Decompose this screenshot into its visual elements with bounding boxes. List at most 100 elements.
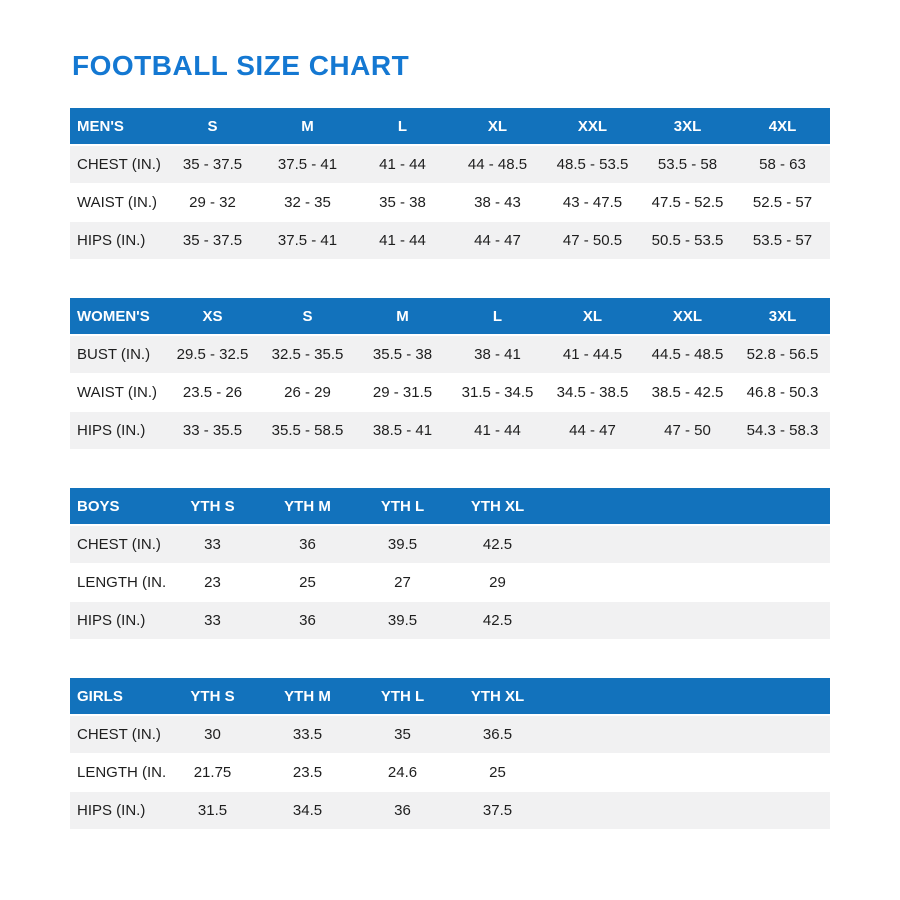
size-header-cell: 3XL (673, 117, 702, 135)
boys-size-table: BOYS YTH S YTH M YTH L YTH XL CHEST (IN.) 33 36… (70, 488, 830, 639)
size-value-cell: 34.5 (292, 802, 323, 819)
size-value-cell: 23 (204, 574, 221, 591)
girls-size-table: GIRLS YTH S YTH M YTH L YTH XL CHEST (IN.) 30 3… (70, 678, 830, 829)
size-value-cell: 31.5 - 34.5 (461, 384, 534, 401)
size-header-cell: YTH M (284, 687, 331, 705)
boys-header-row: BOYS YTH S YTH M YTH L YTH XL (70, 488, 830, 524)
size-value-cell: 35 (394, 726, 411, 743)
page-title: FOOTBALL SIZE CHART (72, 50, 410, 81)
table-row: CHEST (IN.) 30 33.5 35 36.5 (70, 716, 830, 753)
table-row: HIPS (IN.) 31.5 34.5 36 37.5 (70, 792, 830, 829)
size-value-cell: 47 - 50.5 (562, 232, 623, 249)
size-value-cell: 25 (489, 764, 506, 781)
size-header-cell: YTH XL (470, 687, 525, 705)
size-header-cell: YTH XL (470, 497, 525, 515)
table-row: HIPS (IN.) 33 36 39.5 42.5 (70, 602, 830, 639)
size-value-cell: 53.5 - 58 (657, 156, 718, 173)
size-header-cell: XXL (672, 307, 703, 325)
table-row: CHEST (IN.) 33 36 39.5 42.5 (70, 526, 830, 563)
size-header-cell: XS (202, 307, 223, 325)
size-value-cell: 39.5 (387, 612, 418, 629)
size-value-cell: 32 - 35 (284, 194, 331, 211)
size-value-cell: 23.5 (292, 764, 323, 781)
size-value-cell: 41 - 44 (379, 156, 426, 173)
size-value-cell: 23.5 - 26 (182, 384, 243, 401)
table-row: WAIST (IN.) 29 - 32 32 - 35 35 - 38 38 - 43 4… (70, 184, 830, 221)
size-value-cell: 44 - 48.5 (467, 156, 528, 173)
size-value-cell: 58 - 63 (759, 156, 806, 173)
row-label: WAIST (IN.) (77, 384, 157, 401)
size-value-cell: 35 - 37.5 (182, 232, 243, 249)
size-value-cell: 26 - 29 (284, 384, 331, 401)
size-value-cell: 29 - 31.5 (372, 384, 433, 401)
size-value-cell: 47.5 - 52.5 (651, 194, 724, 211)
table-row: HIPS (IN.) 33 - 35.5 35.5 - 58.5 38.5 - 41 4… (70, 412, 830, 449)
size-value-cell: 25 (299, 574, 316, 591)
size-value-cell: 38 - 43 (474, 194, 521, 211)
table-title-cell: GIRLS (77, 687, 123, 705)
row-label: BUST (IN.) (77, 346, 151, 363)
womens-size-table: WOMEN'S XS S M L XL XXL 3XL BUST (IN.) 29.5 - 32.… (70, 298, 830, 449)
table-row: LENGTH (IN.) 23 25 27 29 (70, 564, 830, 601)
size-value-cell: 39.5 (387, 536, 418, 553)
size-value-cell: 44 - 47 (474, 232, 521, 249)
size-header-cell: S (302, 307, 313, 325)
size-value-cell: 36 (394, 802, 411, 819)
size-value-cell: 38.5 - 41 (372, 422, 433, 439)
size-header-cell: YTH S (190, 687, 235, 705)
table-title-cell: WOMEN'S (77, 307, 150, 325)
size-value-cell: 42.5 (482, 612, 513, 629)
size-value-cell: 35.5 - 38 (372, 346, 433, 363)
size-header-cell: YTH M (284, 497, 331, 515)
row-label: HIPS (IN.) (77, 232, 146, 249)
row-label: LENGTH (IN.) (77, 574, 165, 591)
size-header-cell: M (301, 117, 314, 135)
size-value-cell: 32.5 - 35.5 (271, 346, 344, 363)
size-value-cell: 44 - 47 (569, 422, 616, 439)
row-label: CHEST (IN.) (77, 536, 161, 553)
size-value-cell: 52.5 - 57 (752, 194, 813, 211)
size-value-cell: 33 (204, 536, 221, 553)
row-label: CHEST (IN.) (77, 156, 161, 173)
row-label: LENGTH (IN.) (77, 764, 165, 781)
size-value-cell: 52.8 - 56.5 (746, 346, 819, 363)
size-value-cell: 54.3 - 58.3 (746, 422, 819, 439)
size-value-cell: 29 (489, 574, 506, 591)
size-value-cell: 43 - 47.5 (562, 194, 623, 211)
size-header-cell: 3XL (768, 307, 797, 325)
size-value-cell: 42.5 (482, 536, 513, 553)
size-header-cell: XL (582, 307, 603, 325)
table-row: WAIST (IN.) 23.5 - 26 26 - 29 29 - 31.5 31.5… (70, 374, 830, 411)
size-value-cell: 35.5 - 58.5 (271, 422, 344, 439)
row-label: HIPS (IN.) (77, 802, 146, 819)
table-row: HIPS (IN.) 35 - 37.5 37.5 - 41 41 - 44 44 - … (70, 222, 830, 259)
size-value-cell: 36 (299, 536, 316, 553)
girls-header-row: GIRLS YTH S YTH M YTH L YTH XL (70, 678, 830, 714)
size-header-cell: M (396, 307, 409, 325)
size-value-cell: 44.5 - 48.5 (651, 346, 724, 363)
size-value-cell: 37.5 (482, 802, 513, 819)
size-value-cell: 50.5 - 53.5 (651, 232, 724, 249)
size-value-cell: 38 - 41 (474, 346, 521, 363)
size-value-cell: 35 - 38 (379, 194, 426, 211)
mens-size-table: MEN'S S M L XL XXL 3XL 4XL CHEST (IN.) 35 - 37.5 3… (70, 108, 830, 259)
size-value-cell: 29.5 - 32.5 (176, 346, 249, 363)
table-row: LENGTH (IN.) 21.75 23.5 24.6 25 (70, 754, 830, 791)
size-chart-page: FOOTBALL SIZE CHART MEN'S S M L XL XXL 3XL 4XL C… (70, 50, 830, 829)
womens-header-row: WOMEN'S XS S M L XL XXL 3XL (70, 298, 830, 334)
row-label: WAIST (IN.) (77, 194, 157, 211)
row-label: HIPS (IN.) (77, 612, 146, 629)
size-value-cell: 47 - 50 (664, 422, 711, 439)
size-value-cell: 37.5 - 41 (277, 156, 338, 173)
size-value-cell: 46.8 - 50.3 (746, 384, 819, 401)
size-header-cell: XL (487, 117, 508, 135)
size-value-cell: 33 - 35.5 (182, 422, 243, 439)
size-header-cell: 4XL (768, 117, 797, 135)
table-row: BUST (IN.) 29.5 - 32.5 32.5 - 35.5 35.5 - 3… (70, 336, 830, 373)
size-header-cell: L (397, 117, 408, 135)
size-value-cell: 53.5 - 57 (752, 232, 813, 249)
size-header-cell: YTH S (190, 497, 235, 515)
table-row: CHEST (IN.) 35 - 37.5 37.5 - 41 41 - 44 44 -… (70, 146, 830, 183)
mens-header-row: MEN'S S M L XL XXL 3XL 4XL (70, 108, 830, 144)
size-value-cell: 33.5 (292, 726, 323, 743)
